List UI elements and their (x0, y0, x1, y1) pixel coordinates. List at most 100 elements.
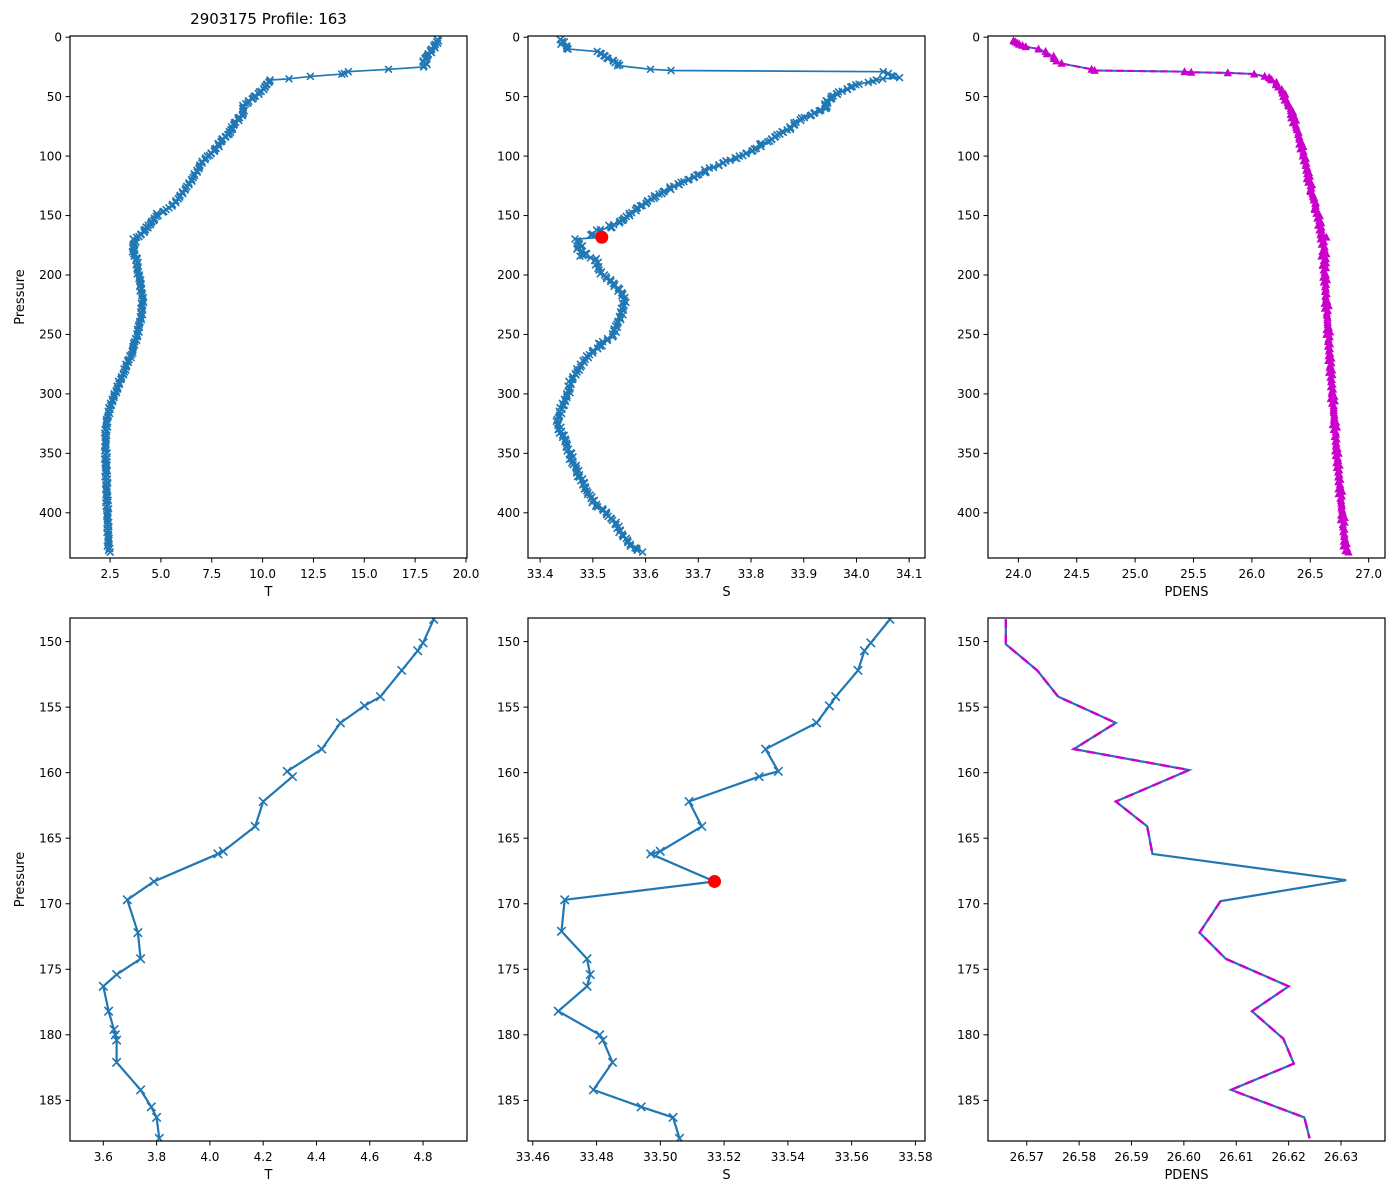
temperature-zoom (98, 618, 439, 1141)
x-tick-label: 4.6 (360, 1150, 379, 1164)
x-tick-label: 10.0 (249, 567, 276, 581)
x-tick-label: 33.9 (790, 567, 817, 581)
x-axis-label-zoom-pdens: PDENS (1164, 1168, 1208, 1183)
x-tick-label: 3.6 (94, 1150, 113, 1164)
y-tick-label: 180 (957, 1028, 980, 1042)
x-tick-label: 33.7 (685, 567, 712, 581)
x-tick-label: 17.5 (402, 567, 429, 581)
y-tick-label: 185 (497, 1094, 520, 1108)
y-tick-label: 180 (39, 1028, 62, 1042)
y-tick-label: 300 (957, 387, 980, 401)
y-tick-label: 170 (497, 897, 520, 911)
axes-frame-zoom-pdens (987, 617, 1386, 1142)
axes-frame-zoom-salinity (527, 617, 926, 1142)
x-axis-label-zoom-salinity: S (722, 1168, 730, 1183)
x-tick-label: 33.54 (771, 1150, 805, 1164)
pdens-zoom-magenta-upper-path (1004, 619, 1194, 855)
x-tick-label: 26.59 (1114, 1150, 1148, 1164)
pdens-zoom-blue-path (1004, 619, 1347, 1139)
x-tick-label: 33.46 (516, 1150, 550, 1164)
x-tick-label: 33.5 (579, 567, 606, 581)
series-group-top-salinity (552, 36, 904, 557)
y-axis-label-zoom-temperature: Pressure (13, 852, 28, 908)
series-group-zoom-temperature (98, 618, 439, 1141)
axes-frame-top-salinity (527, 35, 926, 559)
figure-title: 2903175 Profile: 163 (190, 10, 347, 28)
y-tick-label: 185 (39, 1094, 62, 1108)
x-axis-label-top-salinity: S (722, 585, 730, 600)
y-tick-label: 0 (54, 30, 62, 44)
x-tick-label: 33.56 (834, 1150, 868, 1164)
pdens-line-magenta-upper-path (1012, 40, 1324, 235)
flagged-point-marker (708, 874, 722, 888)
y-tick-label: 150 (497, 209, 520, 223)
x-tick-label: 7.5 (202, 567, 221, 581)
y-tick-label: 0 (972, 30, 980, 44)
x-tick-label: 24.0 (1005, 567, 1032, 581)
salinity-markers (552, 36, 904, 557)
x-tick-label: 3.8 (147, 1150, 166, 1164)
y-tick-label: 300 (497, 387, 520, 401)
x-tick-label: 26.62 (1271, 1150, 1305, 1164)
x-tick-label: 4.8 (413, 1150, 432, 1164)
y-tick-label: 300 (39, 387, 62, 401)
y-tick-label: 250 (39, 328, 62, 342)
x-tick-label: 26.58 (1062, 1150, 1096, 1164)
y-tick-label: 160 (957, 766, 980, 780)
y-tick-label: 175 (39, 962, 62, 976)
y-tick-label: 400 (497, 506, 520, 520)
x-tick-label: 20.0 (453, 567, 480, 581)
y-tick-label: 175 (957, 962, 980, 976)
y-tick-label: 175 (497, 962, 520, 976)
y-axis-label-top-temperature: Pressure (13, 269, 28, 325)
y-tick-label: 155 (39, 700, 62, 714)
x-tick-label: 34.0 (843, 567, 870, 581)
subplot-top-pdens: 24.0 24.5 25.0 25.5 26.0 26.5 27.0 0 50 100 150 200… (957, 30, 1386, 600)
y-tick-label: 100 (497, 149, 520, 163)
subplot-top-temperature: 2.5 5.0 7.5 10.0 12.5 15.0 17.5 20.0 0 50 100 150 20… (13, 30, 479, 600)
subplot-zoom-salinity: 33.46 33.48 33.50 33.52 33.54 33.56 33.58 150 15… (497, 617, 933, 1183)
y-tick-label: 250 (497, 328, 520, 342)
x-tick-label: 33.6 (632, 567, 659, 581)
pdens-zoom-magenta-lower-path (1198, 900, 1311, 1139)
x-tick-label: 26.61 (1219, 1150, 1253, 1164)
y-tick-label: 165 (497, 831, 520, 845)
y-tick-label: 350 (957, 447, 980, 461)
x-axis-label-top-temperature: T (264, 585, 273, 600)
x-axis-label-top-pdens: PDENS (1164, 585, 1208, 600)
y-tick-label: 200 (497, 268, 520, 282)
axes-top-temperature: 2.5 5.0 7.5 10.0 12.5 15.0 17.5 20.0 0 50 100 150 20… (13, 30, 479, 600)
subplot-top-salinity: 33.4 33.5 33.6 33.7 33.8 33.9 34.0 34.1 0 50 100 15… (497, 30, 926, 600)
y-tick-label: 160 (39, 766, 62, 780)
x-tick-label: 33.48 (579, 1150, 613, 1164)
x-tick-label: 33.8 (738, 567, 765, 581)
x-tick-label: 15.0 (351, 567, 378, 581)
axes-frame-top-temperature (69, 35, 468, 559)
x-tick-label: 34.1 (896, 567, 923, 581)
x-tick-label: 12.5 (300, 567, 327, 581)
x-tick-label: 4.0 (200, 1150, 219, 1164)
axes-top-pdens: 24.0 24.5 25.0 25.5 26.0 26.5 27.0 0 50 100 150 200… (957, 30, 1382, 600)
y-tick-label: 350 (497, 447, 520, 461)
pdens-markers (1009, 36, 1353, 556)
axes-zoom-salinity: 33.46 33.48 33.50 33.52 33.54 33.56 33.58 150 15… (497, 635, 933, 1183)
x-tick-label: 33.4 (527, 567, 554, 581)
x-tick-label: 33.50 (643, 1150, 677, 1164)
series-group-top-temperature (100, 36, 443, 557)
y-tick-label: 50 (47, 90, 62, 104)
temperature-markers (100, 36, 443, 557)
x-tick-label: 26.60 (1167, 1150, 1201, 1164)
series-group-zoom-pdens (1004, 619, 1347, 1139)
y-tick-label: 150 (957, 209, 980, 223)
salinity-zoom-path (556, 618, 891, 1139)
y-tick-label: 150 (39, 635, 62, 649)
y-tick-label: 400 (39, 506, 62, 520)
y-tick-label: 165 (957, 831, 980, 845)
y-tick-label: 160 (497, 766, 520, 780)
x-tick-label: 33.52 (707, 1150, 741, 1164)
subplot-zoom-pdens: 26.57 26.58 26.59 26.60 26.61 26.62 26.63 150 15… (957, 617, 1386, 1183)
series-group-top-pdens (1009, 36, 1353, 556)
temperature-line-path (104, 39, 440, 553)
x-tick-label: 24.5 (1063, 567, 1090, 581)
